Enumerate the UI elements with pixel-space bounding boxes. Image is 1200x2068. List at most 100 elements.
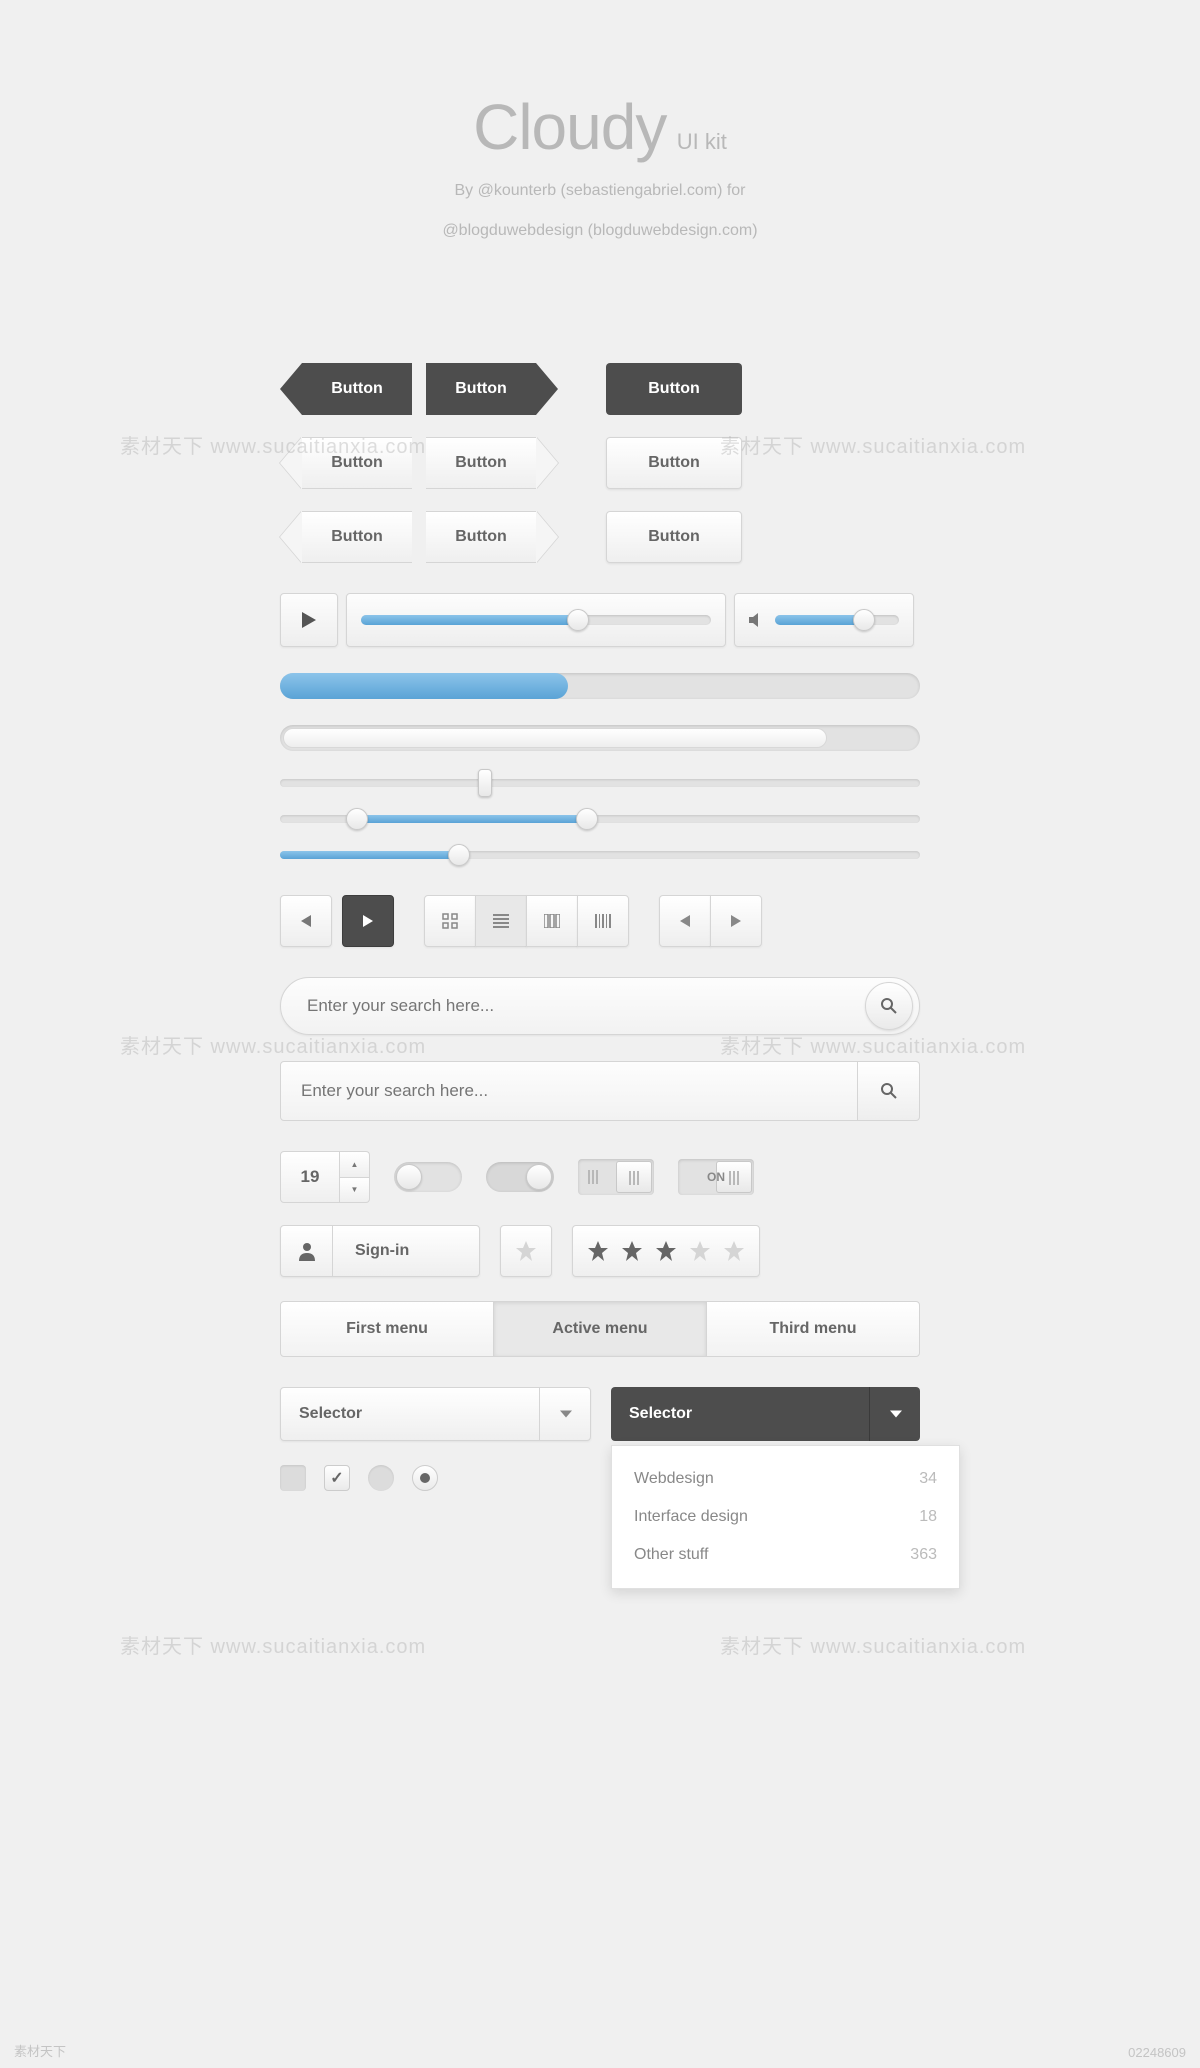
footer-left: 素材天下 [14, 2041, 66, 2060]
volume-slider[interactable] [734, 593, 914, 647]
grid-icon [442, 913, 458, 929]
column-view-button[interactable] [526, 895, 578, 947]
search-input-pill[interactable] [307, 996, 865, 1016]
page-subtitle: UI kit [677, 129, 727, 154]
tab-active[interactable]: Active menu [493, 1301, 707, 1357]
tab-third[interactable]: Third menu [706, 1301, 920, 1357]
grid-view-button[interactable] [424, 895, 476, 947]
play-icon [363, 915, 373, 927]
watermark: 素材天下 www.sucaitianxia.com [720, 430, 1026, 459]
progress-bar-blue [280, 673, 920, 699]
star-icon [723, 1240, 745, 1262]
selector-label: Selector [629, 1405, 692, 1423]
button-label: Button [426, 511, 536, 563]
page-title: Cloudy [473, 91, 666, 163]
volume-icon [749, 612, 765, 628]
forward-button-dark[interactable]: Button [426, 363, 558, 415]
dropdown-item-count: 363 [910, 1546, 937, 1564]
back-button-light-2[interactable]: Button [280, 511, 412, 563]
signin-label: Sign-in [333, 1226, 479, 1276]
button-label: Button [426, 363, 536, 415]
favorite-button[interactable] [500, 1225, 552, 1277]
stepper-down-button[interactable]: ▼ [340, 1177, 370, 1204]
footer-right: 02248609 [1128, 2045, 1186, 2060]
dropdown-item-count: 34 [919, 1470, 937, 1488]
slider-blue-single[interactable] [280, 851, 920, 859]
star-icon [689, 1240, 711, 1262]
switch-off[interactable] [578, 1159, 654, 1195]
button-label: Button [426, 437, 536, 489]
search-button-rect[interactable] [858, 1061, 920, 1121]
toggle-off[interactable] [394, 1162, 462, 1192]
play-button-dark[interactable] [342, 895, 394, 947]
play-button[interactable] [280, 593, 338, 647]
stepper-up-button[interactable]: ▲ [340, 1151, 370, 1177]
star-icon [655, 1240, 677, 1262]
columns-icon [544, 914, 560, 928]
search-button-pill[interactable] [865, 982, 913, 1030]
selector-dark[interactable]: Selector Webdesign 34 Interface design 1… [611, 1387, 920, 1441]
button-dark[interactable]: Button [606, 363, 742, 415]
watermark: 素材天下 www.sucaitianxia.com [120, 430, 426, 459]
view-toggle-group [424, 895, 629, 947]
tab-first[interactable]: First menu [280, 1301, 494, 1357]
forward-button-light[interactable]: Button [426, 437, 558, 489]
signin-button[interactable]: Sign-in [280, 1225, 480, 1277]
star-icon [621, 1240, 643, 1262]
watermark: 素材天下 www.sucaitianxia.com [120, 1630, 426, 1659]
forward-button-light-2[interactable]: Button [426, 511, 558, 563]
watermark: 素材天下 www.sucaitianxia.com [120, 1030, 426, 1059]
selector-label: Selector [299, 1405, 362, 1423]
radio-unselected[interactable] [368, 1465, 394, 1491]
radio-selected[interactable] [412, 1465, 438, 1491]
switch-on[interactable]: ON [678, 1159, 754, 1195]
credit-line-2: @blogduwebdesign (blogduwebdesign.com) [280, 218, 920, 244]
dropdown-item[interactable]: Interface design 18 [612, 1498, 959, 1536]
caret-right-icon [731, 915, 741, 927]
switch-on-label: ON [678, 1170, 754, 1184]
slider-range[interactable] [280, 815, 920, 823]
stepper-value: 19 [280, 1151, 340, 1203]
star-icon [515, 1240, 537, 1262]
search-pill [280, 977, 920, 1035]
watermark: 素材天下 www.sucaitianxia.com [720, 1030, 1026, 1059]
button-label: Button [302, 363, 412, 415]
list-view-button[interactable] [475, 895, 527, 947]
dropdown-item[interactable]: Other stuff 363 [612, 1536, 959, 1574]
button-label: Button [302, 511, 412, 563]
search-icon [881, 1083, 897, 1099]
slider-single[interactable] [280, 779, 920, 787]
barcode-view-button[interactable] [577, 895, 629, 947]
pager-group [659, 895, 762, 947]
barcode-icon [595, 914, 611, 928]
search-icon [881, 998, 897, 1014]
dropdown-item-count: 18 [919, 1508, 937, 1526]
prev-button[interactable] [280, 895, 332, 947]
selector-light[interactable]: Selector [280, 1387, 591, 1441]
rating-bar[interactable] [572, 1225, 760, 1277]
number-stepper: 19 ▲ ▼ [280, 1151, 370, 1203]
caret-left-icon [680, 915, 690, 927]
watermark: 素材天下 www.sucaitianxia.com [720, 1630, 1026, 1659]
star-icon [587, 1240, 609, 1262]
page-next-button[interactable] [710, 895, 762, 947]
caret-left-icon [301, 915, 311, 927]
search-input-rect[interactable] [280, 1061, 858, 1121]
dropdown-item-label: Interface design [634, 1508, 748, 1526]
selector-dropdown: Webdesign 34 Interface design 18 Other s… [611, 1445, 960, 1589]
page-prev-button[interactable] [659, 895, 711, 947]
checkbox-checked[interactable]: ✓ [324, 1465, 350, 1491]
button-light-2[interactable]: Button [606, 511, 742, 563]
play-icon [302, 612, 316, 628]
progress-slider[interactable] [346, 593, 726, 647]
search-rect [280, 1061, 920, 1121]
list-icon [493, 914, 509, 928]
progress-bar-pill [280, 725, 920, 751]
tab-bar: First menu Active menu Third menu [280, 1301, 920, 1357]
dropdown-item-label: Webdesign [634, 1470, 714, 1488]
toggle-on[interactable] [486, 1162, 554, 1192]
checkbox-unchecked[interactable] [280, 1465, 306, 1491]
user-icon [281, 1226, 333, 1276]
dropdown-item[interactable]: Webdesign 34 [612, 1460, 959, 1498]
back-button-dark[interactable]: Button [280, 363, 412, 415]
